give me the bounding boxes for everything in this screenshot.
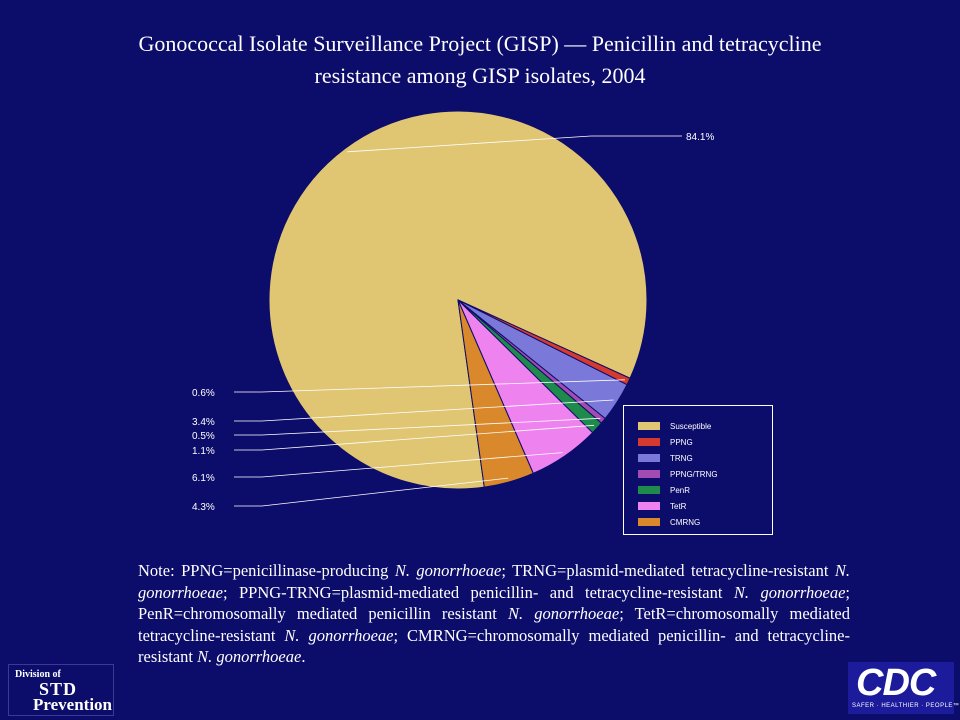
legend-swatch <box>638 518 660 526</box>
note-species-6: N. gonorrhoeae <box>197 647 302 666</box>
pie-slice-cmrng <box>457 299 534 488</box>
legend-label: PPNG/TRNG <box>670 469 718 479</box>
legend-label: TetR <box>670 501 687 511</box>
legend-item-penr: PenR <box>638 483 690 497</box>
note-text-7: . <box>301 647 306 666</box>
note-species-2: N. gonorrhoeae <box>138 561 850 602</box>
leader-line-cmrng <box>234 477 509 507</box>
legend-swatch <box>638 438 660 446</box>
note-text-2: ; TRNG=plasmid-mediated tetracycline-res… <box>501 561 835 580</box>
chart-title: Gonococcal Isolate Surveillance Project … <box>40 28 920 92</box>
leader-line-tetr <box>234 452 563 478</box>
note-text-3: ; PPNG-TRNG=plasmid-mediated penicillin-… <box>222 582 734 602</box>
leader-line-ppng-trng <box>234 417 601 436</box>
legend-label: TRNG <box>670 453 693 463</box>
cdc-logo-tagline: SAFER · HEALTHIER · PEOPLE™ <box>852 703 960 709</box>
note-text-1: Note: PPNG=penicillinase-producing <box>138 561 395 580</box>
legend-item-trng: TRNG <box>638 451 693 465</box>
chart-title-line-1: Gonococcal Isolate Surveillance Project … <box>138 31 822 56</box>
pie-label-penr: 1.1% <box>192 446 215 457</box>
pie-slices <box>268 110 648 490</box>
pie-percent-labels: 84.1% 0.6% 3.4% 0.5% 1.1% 6.1% 4.3% <box>192 132 714 513</box>
pie-label-cmrng: 4.3% <box>192 502 215 513</box>
legend-swatch <box>638 454 660 462</box>
note-text-6: ; CMRNG=chromosomally mediated penicilli… <box>138 625 851 667</box>
legend-item-cmrng: CMRNG <box>638 515 700 529</box>
leader-line-penr <box>234 424 595 451</box>
leader-line-trng <box>234 399 614 422</box>
legend-item-tetr: TetR <box>638 499 686 513</box>
legend-swatch <box>638 502 660 510</box>
pie-label-tetr: 6.1% <box>192 473 215 484</box>
chart-title-line-2: resistance among GISP isolates, 2004 <box>314 63 646 88</box>
legend-label: PenR <box>670 485 691 495</box>
legend-label: CMRNG <box>670 517 701 527</box>
pie-label-susceptible: 84.1% <box>686 132 714 143</box>
legend-swatch <box>638 486 660 494</box>
legend-item-susceptible: Susceptible <box>638 419 711 433</box>
chart-legend: Susceptible PPNG TRNG PPNG/TRNG PenR TetR CMRN… <box>623 405 773 535</box>
note-species-4: N. gonorrhoeae <box>507 604 620 623</box>
note-species-1: N. gonorrhoeae <box>394 561 502 580</box>
cdc-logo: CDC SAFER · HEALTHIER · PEOPLE™ <box>848 662 959 714</box>
legend-label: PPNG <box>670 437 693 447</box>
cdc-logo-text: CDC <box>856 662 936 704</box>
std-logo-name: STD <box>39 679 78 699</box>
pie-label-trng: 3.4% <box>192 417 215 428</box>
pie-leader-lines <box>234 135 682 507</box>
std-logo-division: Division of <box>15 669 61 680</box>
footnote: Note: PPNG=penicillinase-producing N. go… <box>138 560 850 668</box>
leader-line-susceptible <box>347 135 682 153</box>
note-species-3: N. gonorrhoeae <box>733 582 846 602</box>
note-text-4: ; PenR=chromosomally mediated penicillin… <box>138 582 850 624</box>
legend-item-ppng: PPNG <box>638 435 693 449</box>
legend-swatch <box>638 470 660 478</box>
legend-swatch <box>638 422 660 430</box>
note-species-5: N. gonorrhoeae <box>284 625 394 645</box>
legend-item-ppng-trng: PPNG/TRNG <box>638 467 718 481</box>
std-prevention-logo: Division of STD Prevention <box>8 664 114 716</box>
pie-label-ppng: 0.6% <box>192 388 215 399</box>
leader-line-ppng <box>234 379 625 393</box>
note-text-5: ; TetR=chromosomally mediated tetracycli… <box>138 604 850 645</box>
pie-label-ppng-trng: 0.5% <box>192 431 215 442</box>
std-logo-prevention: Prevention <box>33 695 113 714</box>
legend-label: Susceptible <box>670 421 712 431</box>
